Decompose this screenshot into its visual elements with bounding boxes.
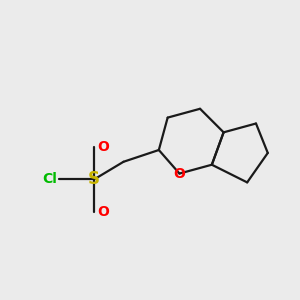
Text: O: O bbox=[173, 167, 185, 181]
Text: S: S bbox=[88, 170, 100, 188]
Text: Cl: Cl bbox=[42, 172, 57, 186]
Text: O: O bbox=[97, 140, 109, 154]
Text: O: O bbox=[97, 205, 109, 219]
